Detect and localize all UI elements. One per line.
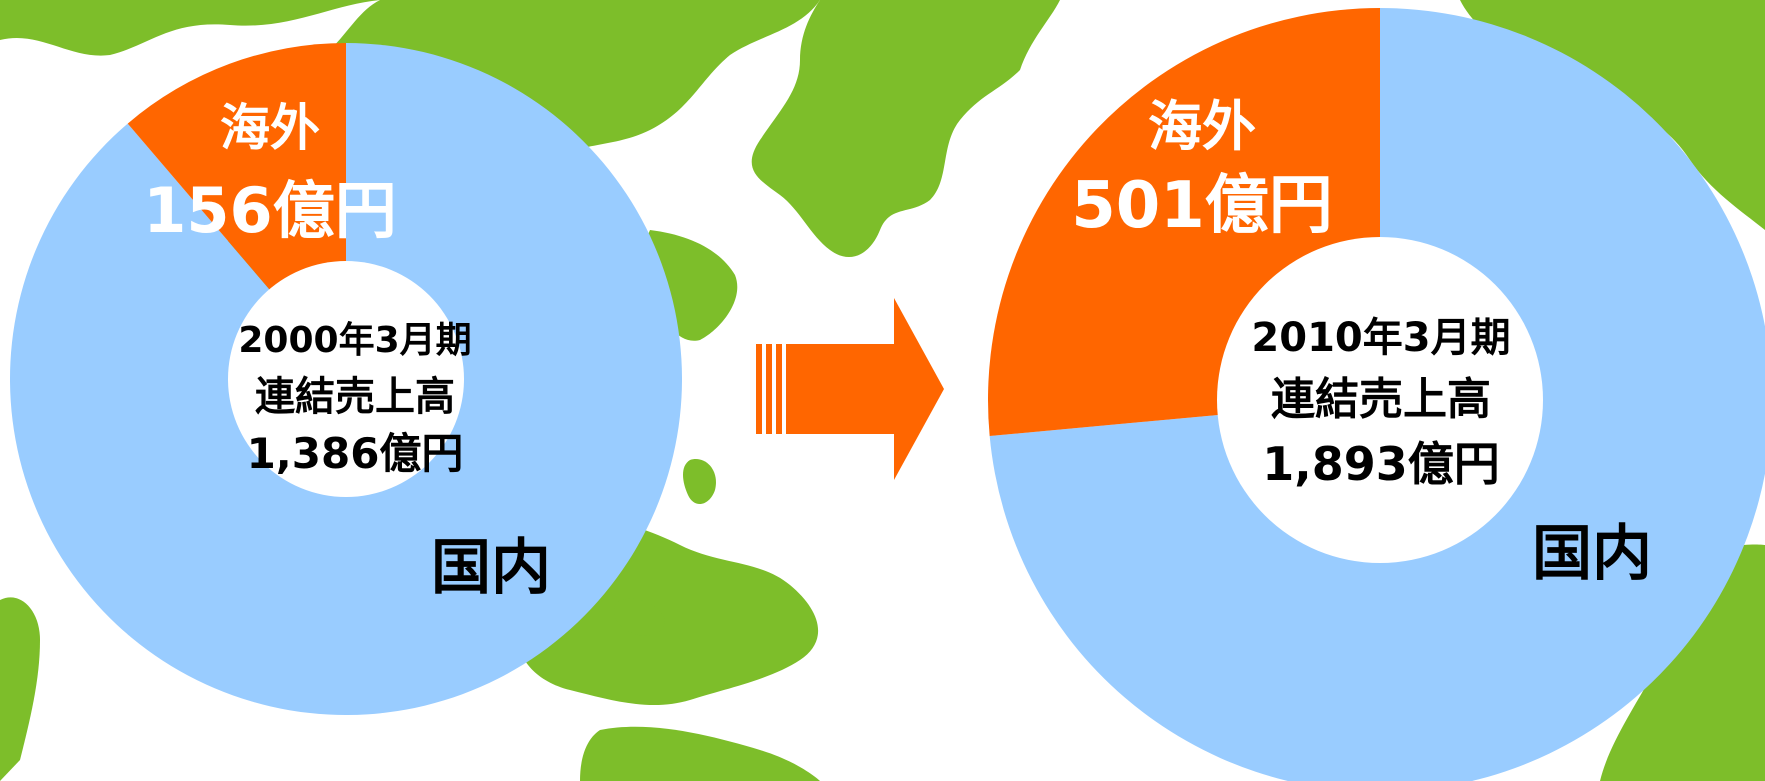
pie-slice-domestic — [989, 8, 1765, 781]
total-label: 1,386億円 — [247, 429, 464, 478]
period-label: 2010年3月期 — [1251, 315, 1510, 361]
overseas-label: 海外 — [220, 99, 320, 157]
overseas-value-label: 501億円 — [1071, 169, 1333, 243]
total-label: 1,893億円 — [1262, 437, 1500, 491]
overseas-value-label: 156億円 — [143, 174, 396, 247]
arrow-right-icon — [756, 298, 944, 480]
period-label: 2000年3月期 — [238, 320, 471, 361]
overseas-label: 海外 — [1148, 95, 1256, 158]
donut-center — [1217, 237, 1543, 563]
domestic-label: 国内 — [1532, 519, 1652, 589]
donut-center — [228, 261, 464, 497]
domestic-label: 国内 — [431, 533, 551, 603]
metric-label: 連結売上高 — [1271, 374, 1491, 425]
metric-label: 連結売上高 — [255, 374, 455, 420]
